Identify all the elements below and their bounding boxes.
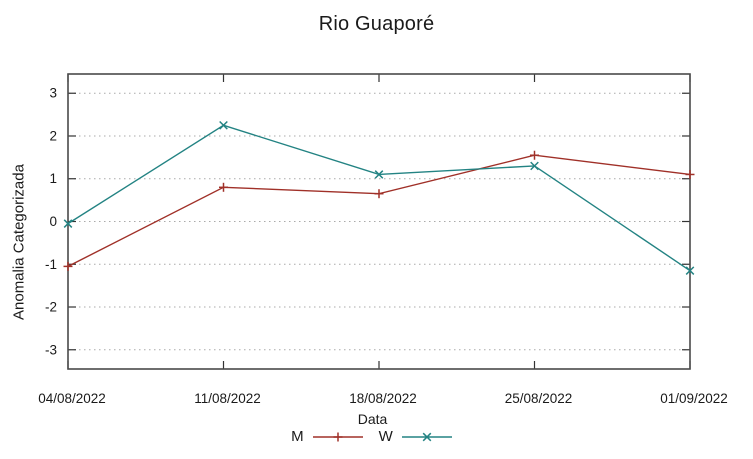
y-tick-label: -2 bbox=[45, 300, 57, 315]
tick-labels: -3 -2 -1 0 1 2 3 04/08/2022 11/08/2022 18/08/2022… bbox=[38, 86, 728, 406]
x-tick-label: 11/08/2022 bbox=[194, 391, 261, 406]
series-line bbox=[67, 154, 691, 268]
data-point-marker bbox=[685, 169, 695, 179]
y-tick-label: 0 bbox=[49, 214, 57, 229]
legend-label-m: M bbox=[291, 428, 304, 445]
y-tick-label: 3 bbox=[49, 86, 57, 101]
chart-title: Rio Guaporé bbox=[318, 13, 435, 35]
y-axis-label: Anomalia Categorizada bbox=[10, 164, 28, 320]
marker-stroke bbox=[685, 266, 695, 275]
data-point-marker bbox=[219, 182, 228, 192]
marker-stroke bbox=[374, 170, 384, 179]
marker-stroke bbox=[63, 219, 73, 228]
data-point-marker bbox=[685, 266, 695, 275]
series-W bbox=[63, 120, 695, 275]
marker-stroke bbox=[219, 120, 228, 130]
legend-label-w: W bbox=[378, 428, 393, 445]
data-point-marker bbox=[63, 261, 73, 271]
data-point-marker bbox=[530, 161, 539, 171]
y-tick-label: 2 bbox=[49, 128, 57, 143]
data-point-marker bbox=[219, 120, 228, 130]
legend: M W bbox=[0, 428, 745, 445]
gridlines bbox=[69, 92, 689, 351]
y-tick-label: 1 bbox=[49, 171, 57, 186]
legend-sample-line-m bbox=[312, 432, 363, 441]
x-tick-label: 04/08/2022 bbox=[38, 391, 106, 406]
data-point-marker bbox=[63, 219, 73, 228]
data-point-marker bbox=[374, 189, 384, 199]
data-point-marker bbox=[530, 150, 539, 160]
y-tick-label: -3 bbox=[45, 342, 57, 357]
plot-border bbox=[67, 73, 691, 370]
x-axis-label: Data bbox=[357, 411, 388, 427]
legend-sample-line-w bbox=[401, 432, 452, 441]
x-tick-label: 25/08/2022 bbox=[505, 391, 573, 406]
x-tick-label: 01/09/2022 bbox=[660, 391, 728, 406]
data-point-marker bbox=[422, 432, 432, 441]
legend-item-w: W bbox=[379, 428, 454, 445]
legend-item-m: M bbox=[291, 428, 365, 445]
data-point-marker bbox=[333, 432, 343, 441]
series-M bbox=[63, 150, 695, 271]
x-tick-label: 18/08/2022 bbox=[349, 391, 417, 406]
y-tick-label: -1 bbox=[45, 257, 57, 272]
data-point-marker bbox=[374, 170, 384, 179]
marker-stroke bbox=[530, 161, 539, 171]
marker-stroke bbox=[422, 432, 432, 441]
